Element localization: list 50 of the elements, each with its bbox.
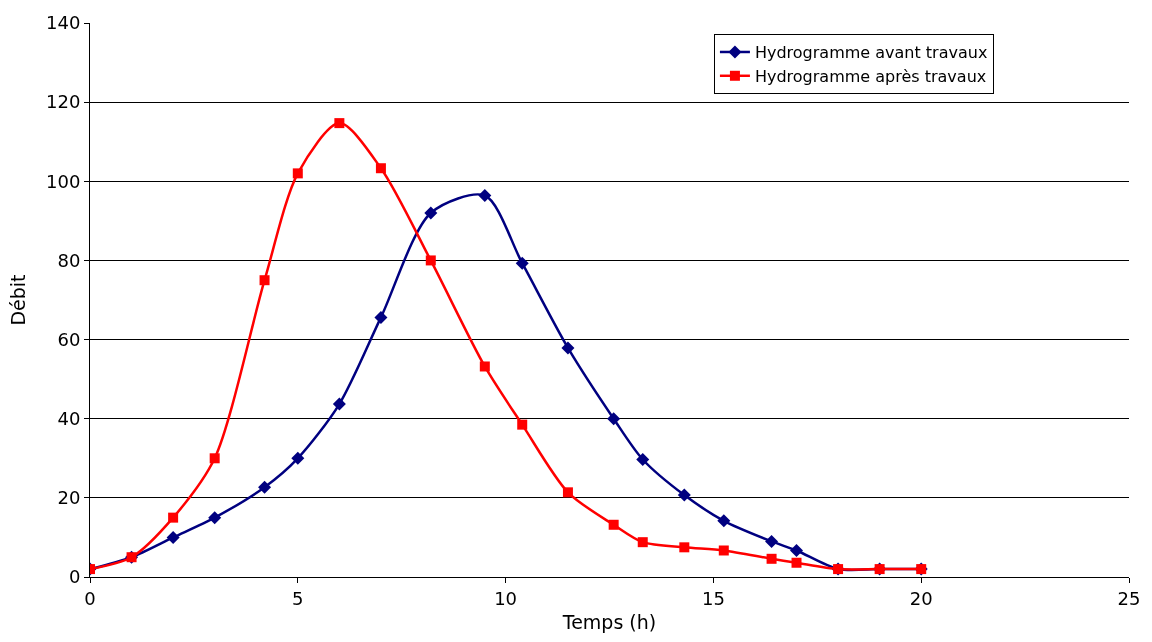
point xyxy=(515,256,529,270)
point xyxy=(424,206,438,220)
point xyxy=(637,537,648,548)
point xyxy=(607,412,621,426)
point xyxy=(679,542,690,553)
point xyxy=(718,545,729,556)
point xyxy=(790,543,804,557)
point xyxy=(765,534,779,548)
y-tick-label: 60 xyxy=(57,328,81,350)
y-tick-label: 140 xyxy=(46,12,81,34)
x-tick-label: 10 xyxy=(494,587,518,609)
y-tick-label: 0 xyxy=(68,566,81,588)
point xyxy=(374,310,388,324)
point xyxy=(561,341,575,355)
point xyxy=(766,553,777,564)
x-tick-label: 20 xyxy=(909,587,933,609)
point xyxy=(258,480,272,494)
y-axis-title: Débit xyxy=(6,274,29,326)
point xyxy=(334,118,345,129)
y-tick-label: 40 xyxy=(57,408,81,430)
point xyxy=(717,514,731,528)
legend-label: Hydrogramme après travaux xyxy=(754,67,987,87)
point xyxy=(332,397,346,411)
point xyxy=(608,519,619,530)
x-tick-label: 25 xyxy=(1117,587,1141,609)
y-tick-label: 120 xyxy=(46,91,81,113)
point xyxy=(478,189,492,203)
x-tick-label: 5 xyxy=(292,587,304,609)
x-tick-label: 0 xyxy=(84,587,96,609)
point xyxy=(562,487,573,498)
point xyxy=(479,361,490,372)
y-tick-label: 20 xyxy=(57,487,81,509)
point xyxy=(209,453,220,464)
x-axis-title: Temps (h) xyxy=(561,611,657,634)
point xyxy=(168,512,179,523)
point xyxy=(425,255,436,266)
point xyxy=(791,557,802,568)
point xyxy=(292,168,303,179)
x-tick-label: 15 xyxy=(701,587,725,609)
point xyxy=(677,488,691,502)
y-tick-label: 100 xyxy=(46,170,81,192)
point xyxy=(375,163,386,174)
point xyxy=(636,452,650,466)
point xyxy=(291,451,305,465)
point xyxy=(208,511,222,525)
point xyxy=(259,275,270,286)
legend-label: Hydrogramme avant travaux xyxy=(754,43,988,63)
point xyxy=(166,530,180,544)
point xyxy=(517,419,528,430)
y-tick-label: 80 xyxy=(57,249,81,271)
